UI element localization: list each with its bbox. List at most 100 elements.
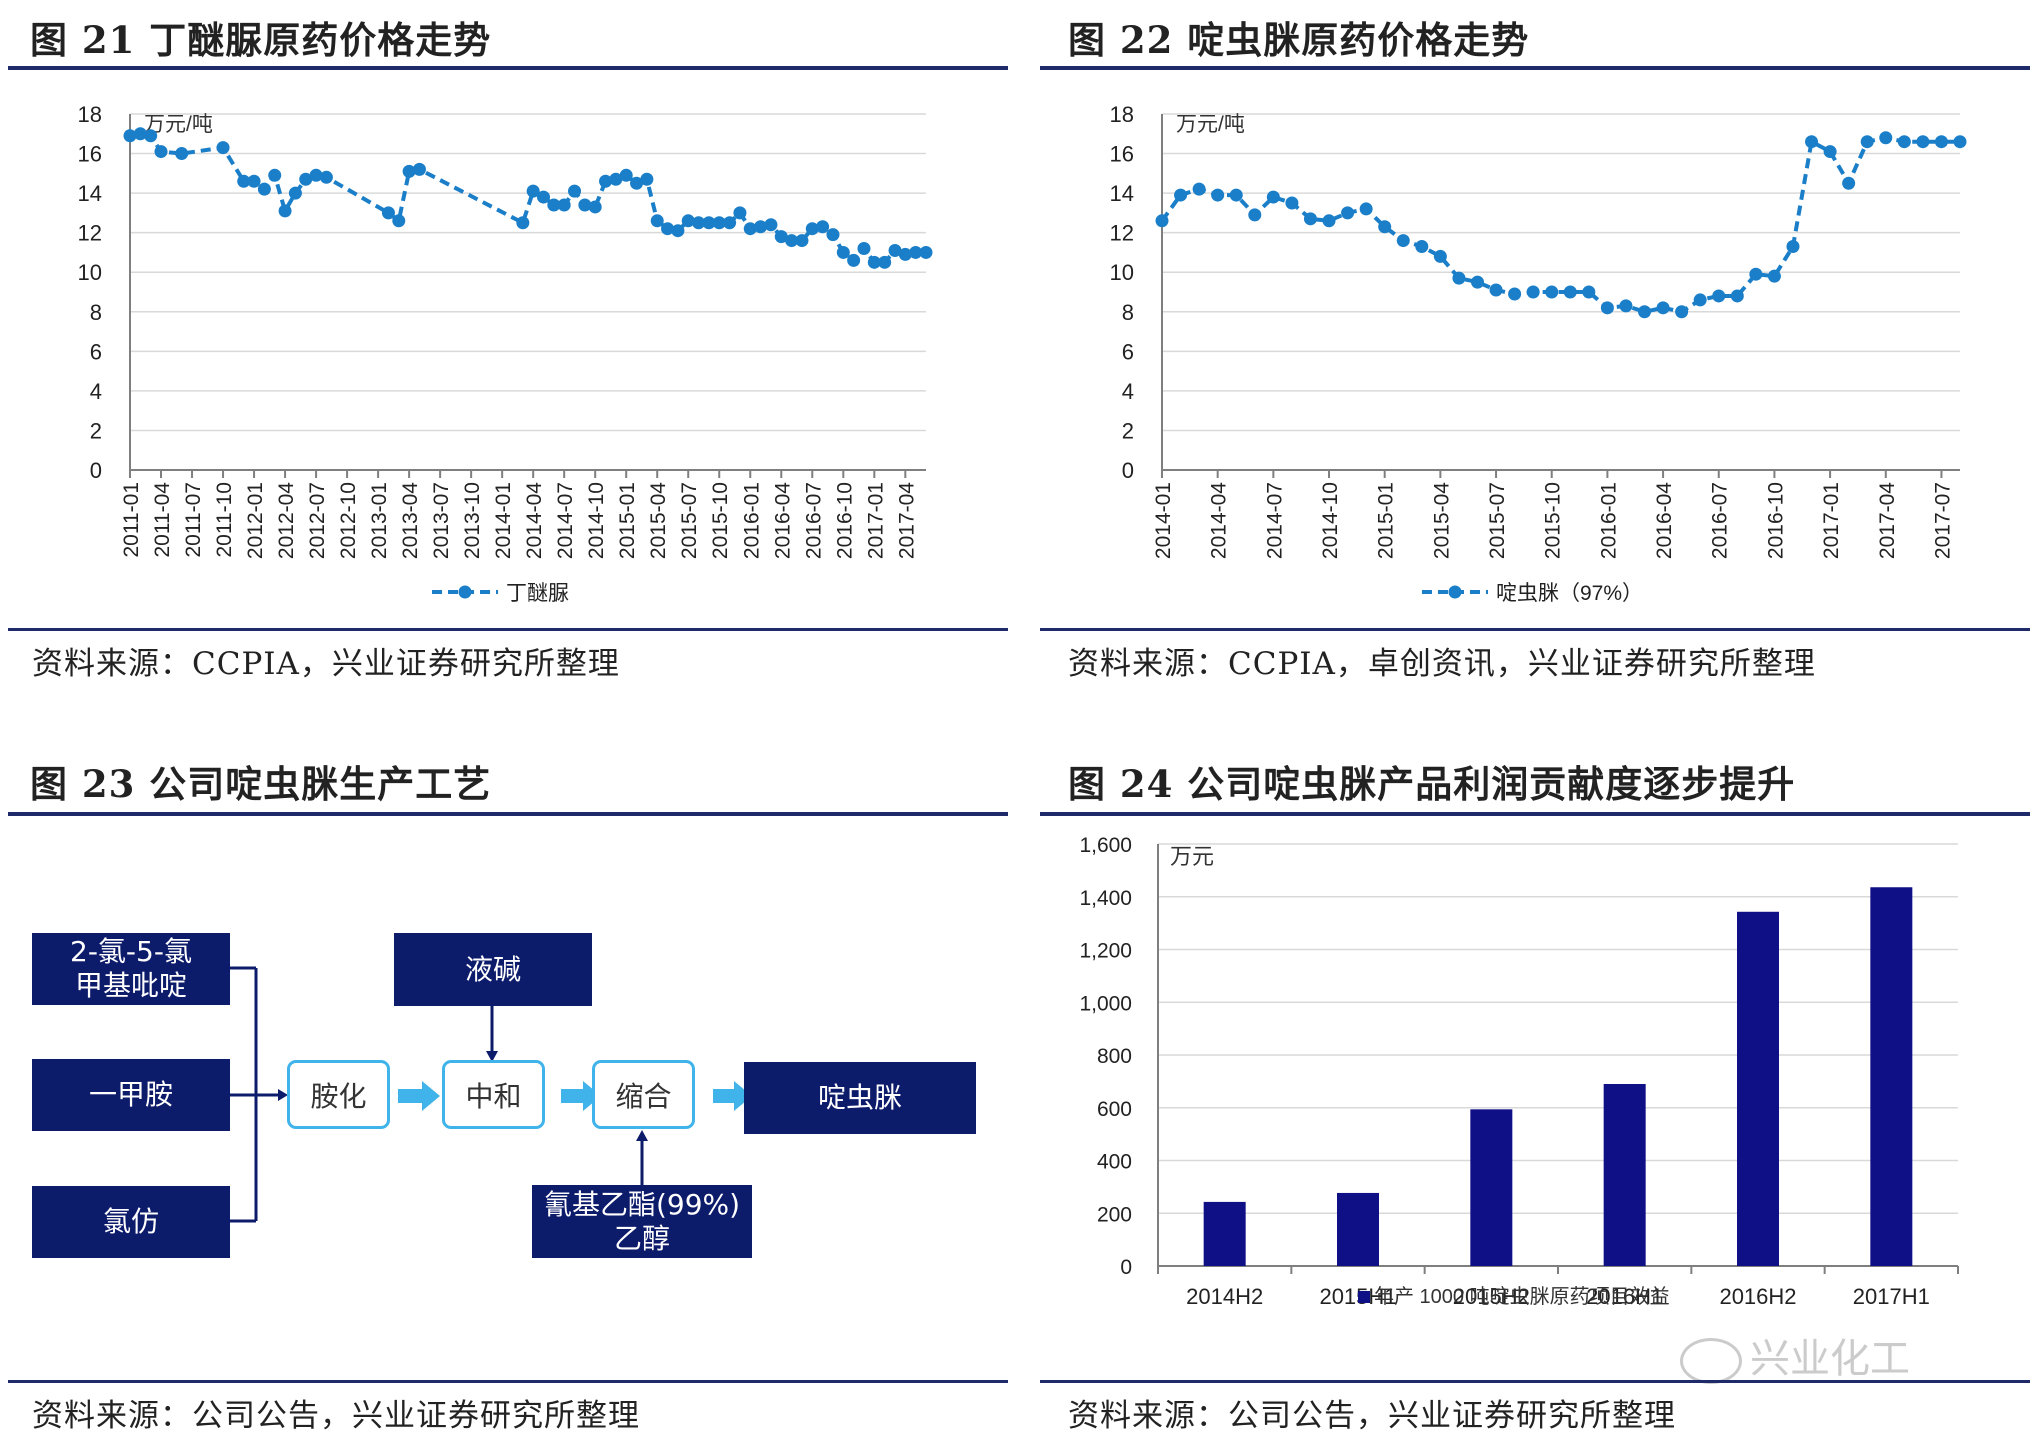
data-point	[392, 214, 406, 228]
data-point	[1953, 135, 1967, 149]
data-point	[1526, 285, 1540, 299]
y-tick-label: 14	[1110, 181, 1134, 206]
data-point	[1174, 188, 1188, 202]
data-point	[826, 228, 840, 242]
data-point	[1860, 135, 1874, 149]
y-tick-label: 1,400	[1079, 887, 1132, 910]
data-point	[1378, 220, 1392, 234]
x-tick-label: 2013-04	[399, 482, 422, 559]
data-point	[681, 214, 695, 228]
figure-23-bottom-rule	[8, 1380, 1008, 1383]
watermark-text: 兴业化工	[1750, 1336, 1910, 1382]
y-tick-label: 18	[78, 102, 102, 127]
data-point	[609, 172, 623, 186]
x-tick-label: 2015-10	[1542, 482, 1565, 559]
unit-label: 万元/吨	[1176, 113, 1245, 136]
data-point	[1879, 131, 1893, 145]
x-tick-label: 2017-01	[864, 482, 887, 559]
y-tick-label: 1,000	[1079, 992, 1132, 1015]
x-tick-label: 2015-07	[678, 482, 701, 559]
data-point	[1675, 305, 1689, 319]
input-methylamine: 一甲胺	[32, 1059, 230, 1131]
data-point	[774, 230, 788, 244]
bar	[1337, 1192, 1379, 1266]
x-tick-label: 2011-01	[120, 482, 143, 558]
data-point	[1266, 190, 1280, 204]
data-point	[888, 243, 902, 257]
figure-21-top-rule	[8, 66, 1008, 70]
x-tick-label: 2015-04	[647, 482, 670, 559]
x-tick-label: 2015-01	[616, 482, 639, 559]
data-point	[175, 147, 189, 161]
y-tick-label: 14	[78, 181, 102, 206]
arrowhead-condense	[636, 1130, 648, 1141]
y-tick-label: 2	[1122, 418, 1134, 443]
data-point	[785, 234, 799, 248]
bar	[1603, 1084, 1646, 1266]
x-tick-label: 2014-01	[1152, 482, 1175, 559]
data-point	[909, 245, 923, 259]
y-tick-label: 1,200	[1079, 940, 1132, 963]
x-tick-label: 2015-10	[709, 482, 732, 559]
data-point	[661, 222, 675, 236]
x-tick-label: 2014-07	[1263, 482, 1286, 559]
x-tick-label: 2014-04	[523, 482, 546, 559]
data-point	[268, 168, 282, 182]
x-tick-label: 2017-01	[1820, 482, 1843, 559]
x-tick-label: 2017-04	[895, 482, 918, 559]
x-tick-label: 2017H1	[1853, 1284, 1930, 1309]
data-point	[1229, 188, 1243, 202]
y-tick-label: 0	[1122, 458, 1134, 483]
data-point	[1211, 188, 1225, 202]
arrowhead-amination	[278, 1089, 288, 1101]
data-point	[1508, 287, 1522, 301]
y-tick-label: 1,600	[1079, 834, 1132, 857]
x-tick-label: 2014-01	[492, 482, 515, 559]
arrowhead-neutralize	[486, 1051, 498, 1062]
data-point	[588, 200, 602, 214]
data-point	[1452, 271, 1466, 285]
x-tick-label: 2016-04	[1653, 482, 1676, 559]
arrow-step-1	[398, 1081, 440, 1111]
data-point	[288, 186, 302, 200]
data-point	[1767, 269, 1781, 283]
x-tick-label: 2014-07	[554, 482, 577, 559]
data-point	[133, 127, 147, 141]
figure-21-bottom-rule	[8, 628, 1008, 631]
data-point	[526, 184, 540, 198]
figure-21-title: 图 21 丁醚脲原药价格走势	[30, 18, 492, 62]
data-point	[1619, 299, 1633, 313]
data-point	[1341, 206, 1355, 220]
data-point	[805, 222, 819, 236]
x-tick-label: 2017-07	[1931, 482, 1954, 559]
legend-label: 丁醚脲	[506, 582, 569, 605]
data-point	[516, 216, 530, 230]
x-tick-label: 2012-07	[306, 482, 329, 559]
x-tick-label: 2016-10	[1764, 482, 1787, 559]
data-point	[1656, 301, 1670, 315]
data-point	[144, 129, 158, 143]
reagent-lye: 液碱	[394, 933, 592, 1006]
y-tick-label: 8	[1122, 300, 1134, 325]
y-tick-label: 2	[90, 418, 102, 443]
figure-21: 图 21 丁醚脲原药价格走势 0 2 4 6 8 10 12 14 16 18 2011-01 201…	[8, 0, 1008, 700]
input-chloroform: 氯仿	[32, 1186, 230, 1258]
figure-23: 图 23 公司啶虫脒生产工艺 2-氯-5-氯 甲基吡啶 一甲胺 氯仿 液碱 氰基…	[8, 740, 1008, 1440]
x-tick-label: 2016H2	[1719, 1284, 1796, 1309]
x-tick-label: 2016-04	[771, 482, 794, 559]
x-tick-label: 2015-04	[1430, 482, 1453, 559]
watermark: 兴业化工	[1680, 1326, 1910, 1384]
data-point	[1638, 305, 1652, 319]
data-point	[1563, 285, 1577, 299]
data-point	[1842, 176, 1856, 190]
y-tick-label: 12	[1110, 221, 1134, 246]
data-point	[847, 253, 861, 267]
data-point	[278, 204, 292, 218]
data-point	[1934, 135, 1948, 149]
x-tick-label: 2012-04	[275, 482, 298, 559]
x-tick-label: 2013-07	[430, 482, 453, 559]
data-point	[1823, 145, 1837, 159]
data-point	[381, 206, 395, 220]
x-tick-label: 2011-10	[213, 482, 236, 558]
data-point	[702, 216, 716, 230]
